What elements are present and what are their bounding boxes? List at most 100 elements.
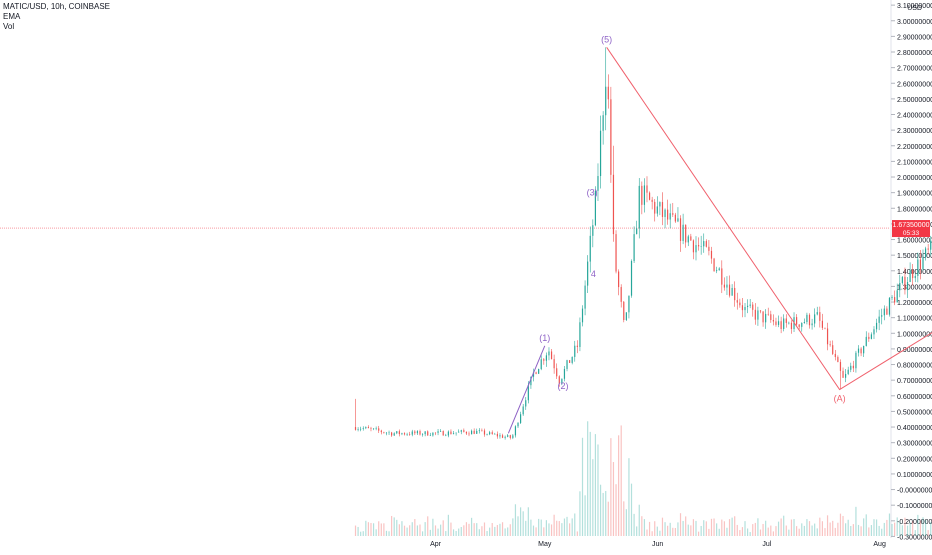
volume-bar: [548, 523, 550, 536]
candle-body: [860, 348, 862, 354]
candle-body: [679, 218, 682, 241]
volume-bar: [881, 528, 883, 536]
wave-label[interactable]: (5): [601, 34, 612, 44]
volume-bar: [618, 435, 620, 536]
volume-bar: [796, 526, 798, 536]
volume-bar: [785, 525, 787, 536]
volume-bar: [746, 528, 749, 536]
candle-body: [514, 426, 517, 436]
candle-body: [734, 287, 736, 301]
abc-wave-line[interactable]: [606, 33, 932, 391]
candle-body: [401, 433, 403, 435]
price-tick-label: 3.00000000: [897, 19, 932, 26]
candle-body: [821, 320, 823, 328]
candle-body: [365, 427, 367, 429]
time-tick-label: Aug: [873, 541, 886, 548]
candle-body: [625, 312, 627, 321]
candle-body: [796, 317, 798, 325]
price-tick-label: 1.80000000: [897, 206, 932, 213]
wave-label[interactable]: 4: [591, 269, 596, 279]
volume-bar: [522, 511, 524, 536]
volume-bar: [803, 525, 805, 536]
volume-bar: [517, 516, 519, 536]
volume-bar: [630, 483, 633, 536]
candle-body: [811, 323, 813, 326]
price-tick-label: 1.90000000: [897, 191, 932, 198]
volume-bar: [403, 525, 406, 536]
candle-body: [550, 351, 553, 360]
candle-body: [561, 378, 563, 384]
volume-bar: [806, 519, 808, 536]
price-tick-label: 1.50000000: [897, 253, 932, 260]
wave-label[interactable]: (A): [834, 394, 846, 404]
volume-bar: [458, 528, 460, 536]
volume-bar: [734, 516, 736, 536]
ema-indicator-label[interactable]: EMA: [3, 12, 21, 21]
volume-bar: [414, 519, 416, 536]
currency-label[interactable]: USD: [907, 5, 922, 12]
candle-body: [447, 431, 449, 436]
volume-bar: [460, 527, 462, 536]
volume-bar: [875, 519, 878, 536]
candle-body: [463, 430, 465, 432]
candle-body: [904, 276, 906, 291]
volume-bar: [592, 459, 594, 536]
candle-body: [584, 285, 586, 309]
candle-body: [808, 314, 811, 326]
volume-bar: [409, 525, 411, 536]
candle-body: [543, 359, 545, 361]
volume-bar: [416, 525, 419, 536]
candle-body: [888, 297, 891, 315]
candle-body: [499, 435, 501, 437]
volume-bar: [545, 520, 547, 536]
volume-bar: [463, 525, 465, 536]
impulse-wave-line[interactable]: [507, 345, 546, 434]
time-tick-label: Jun: [652, 541, 663, 548]
volume-bar: [362, 531, 364, 536]
price-tick-label: 2.10000000: [897, 159, 932, 166]
candle-body: [409, 434, 411, 435]
volume-bar: [396, 519, 398, 536]
volume-bar: [615, 484, 617, 536]
price-tick-label: 0.50000000: [897, 409, 932, 416]
candle-body: [538, 369, 540, 374]
candle-body: [587, 261, 589, 286]
volume-bar: [927, 530, 929, 536]
volume-bar: [765, 520, 767, 536]
wave-label[interactable]: (2): [557, 381, 568, 391]
candle-body: [370, 428, 372, 429]
candle-body: [553, 359, 555, 369]
volume-bar: [716, 523, 718, 536]
volume-bar: [383, 523, 385, 536]
candle-body: [878, 316, 880, 323]
candle-body: [599, 130, 602, 177]
wave-label[interactable]: (1): [539, 333, 550, 343]
volume-bar: [744, 521, 746, 536]
symbol-title[interactable]: MATIC/USD, 10h, COINBASE: [3, 2, 110, 11]
time-tick-label: Apr: [430, 541, 442, 548]
volume-bar: [620, 425, 622, 536]
time-tick-label: Jul: [762, 541, 771, 548]
time-tick-label: May: [538, 541, 552, 548]
volume-bar: [685, 516, 687, 536]
volume-bar: [798, 528, 800, 536]
volume-bar: [501, 522, 504, 536]
volume-bar: [664, 522, 666, 536]
candle-body: [883, 308, 885, 316]
candle-body: [669, 213, 671, 220]
candle-body: [775, 321, 777, 325]
volume-bar: [922, 517, 924, 536]
volume-bar: [793, 519, 795, 536]
volume-bar: [571, 518, 573, 536]
candle-body: [592, 225, 594, 236]
volume-bar: [878, 525, 880, 536]
volume-bar: [708, 528, 710, 536]
price-tick-label: 3.10000000: [897, 3, 932, 10]
volume-bar: [561, 523, 563, 536]
volume-bar: [421, 531, 424, 536]
wave-label[interactable]: (3): [587, 187, 598, 197]
volume-indicator-label[interactable]: Vol: [3, 22, 15, 31]
volume-bar: [826, 515, 829, 536]
